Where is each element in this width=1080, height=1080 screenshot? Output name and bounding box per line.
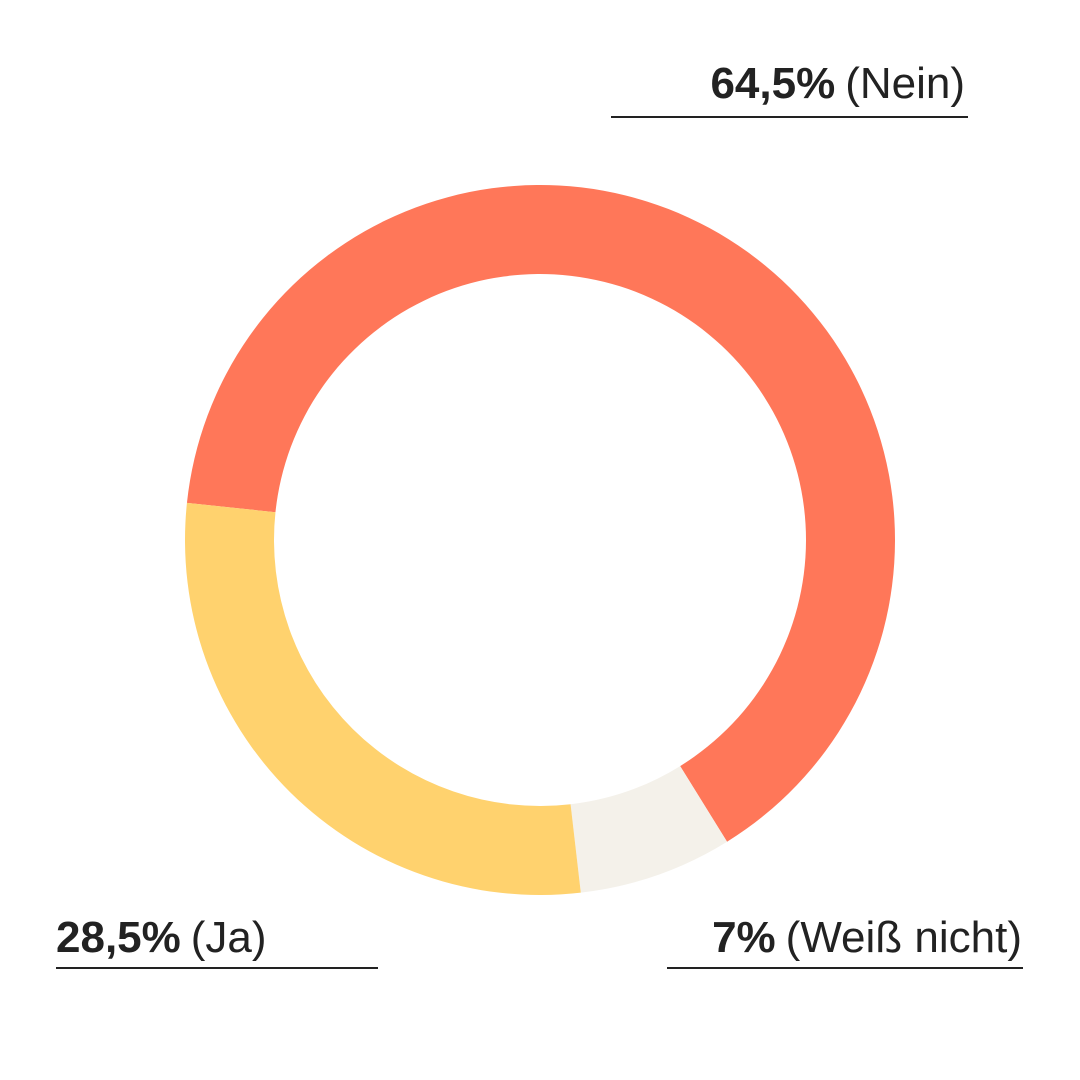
donut-segment xyxy=(185,502,581,895)
category-label: (Weiß nicht) xyxy=(786,913,1022,962)
value-label: 64,5% xyxy=(710,59,835,108)
segment-label: 64,5% (Nein) xyxy=(710,59,965,108)
category-label: (Ja) xyxy=(191,913,267,962)
segment-label: 7% (Weiß nicht) xyxy=(712,913,1022,962)
value-label: 7% xyxy=(712,913,776,962)
value-label: 28,5% xyxy=(56,913,181,962)
donut-segment xyxy=(570,766,728,893)
category-label: (Nein) xyxy=(845,59,965,108)
segment-label: 28,5% (Ja) xyxy=(56,913,267,962)
